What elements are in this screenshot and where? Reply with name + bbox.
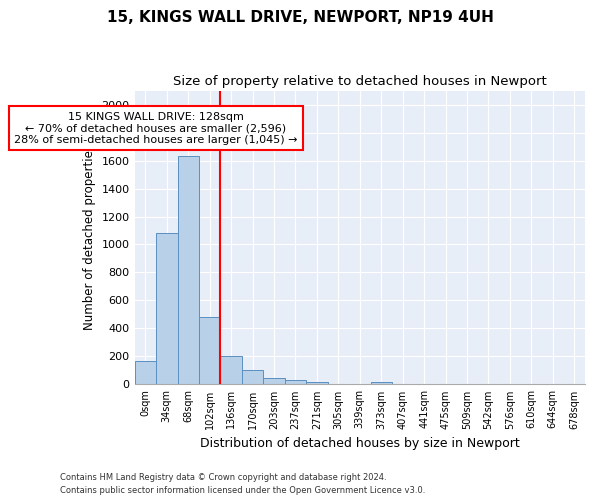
Bar xyxy=(134,362,156,384)
Bar xyxy=(263,378,285,384)
Text: 15 KINGS WALL DRIVE: 128sqm
← 70% of detached houses are smaller (2,596)
28% of : 15 KINGS WALL DRIVE: 128sqm ← 70% of det… xyxy=(14,112,298,144)
Y-axis label: Number of detached properties: Number of detached properties xyxy=(83,144,96,330)
Text: Contains HM Land Registry data © Crown copyright and database right 2024.
Contai: Contains HM Land Registry data © Crown c… xyxy=(60,474,425,495)
Bar xyxy=(306,382,328,384)
X-axis label: Distribution of detached houses by size in Newport: Distribution of detached houses by size … xyxy=(200,437,520,450)
Bar xyxy=(156,232,178,384)
Bar xyxy=(178,156,199,384)
Bar xyxy=(242,370,263,384)
Bar xyxy=(199,318,220,384)
Bar xyxy=(371,382,392,384)
Bar xyxy=(220,356,242,384)
Text: 15, KINGS WALL DRIVE, NEWPORT, NP19 4UH: 15, KINGS WALL DRIVE, NEWPORT, NP19 4UH xyxy=(107,10,493,25)
Title: Size of property relative to detached houses in Newport: Size of property relative to detached ho… xyxy=(173,75,547,88)
Bar xyxy=(285,380,306,384)
